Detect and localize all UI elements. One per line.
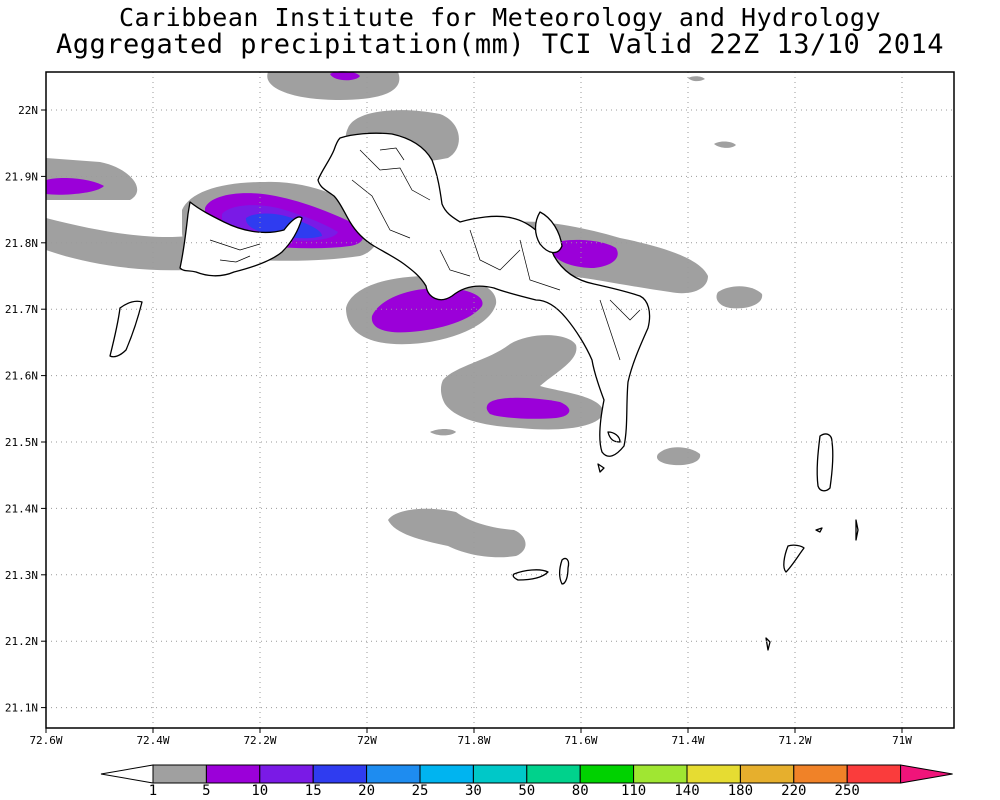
legend-swatch bbox=[366, 764, 421, 784]
lon-tick-label: 71.2W bbox=[778, 734, 811, 747]
lon-tick-label: 72.2W bbox=[243, 734, 276, 747]
title-block: Caribbean Institute for Meteorology and … bbox=[0, 4, 1000, 58]
color-legend: 1 5 10 15 20 25 30 50 80 110 140 180 220 250 bbox=[100, 764, 953, 799]
institute-title: Caribbean Institute for Meteorology and … bbox=[118, 3, 881, 32]
island-south-cay bbox=[512, 569, 549, 581]
legend-label: 10 bbox=[251, 783, 268, 799]
legend-swatch bbox=[793, 764, 848, 784]
legend-label: 1 bbox=[149, 783, 157, 799]
legend-under-arrow bbox=[100, 764, 154, 784]
legend-swatch bbox=[472, 764, 528, 784]
legend-label: 50 bbox=[518, 783, 535, 799]
lon-tick-label: 71.8W bbox=[457, 734, 490, 747]
lat-tick-label: 21.5N bbox=[5, 436, 38, 449]
legend-swatch bbox=[633, 764, 688, 784]
legend-swatch bbox=[419, 764, 474, 784]
map-frame bbox=[45, 71, 955, 729]
legend-label: 110 bbox=[621, 783, 646, 799]
legend-label: 250 bbox=[835, 783, 860, 799]
lat-tick-label: 21.9N bbox=[5, 170, 38, 183]
legend-swatch bbox=[846, 764, 902, 784]
legend-swatch bbox=[259, 764, 314, 784]
legend-label: 25 bbox=[412, 783, 429, 799]
map-title: Aggregated precipitation(mm) TCI Valid 2… bbox=[55, 29, 945, 60]
lon-tick-label: 72.4W bbox=[136, 734, 169, 747]
island-east-cay bbox=[816, 433, 834, 492]
legend-label: 20 bbox=[358, 783, 375, 799]
island-salt-cay-area bbox=[783, 544, 805, 573]
lon-tick-label: 72W bbox=[357, 734, 377, 747]
legend-label: 80 bbox=[572, 783, 589, 799]
legend-swatch bbox=[312, 764, 368, 784]
legend-label: 220 bbox=[781, 783, 806, 799]
lat-tick-label: 21.2N bbox=[5, 635, 38, 648]
legend-label: 180 bbox=[728, 783, 753, 799]
lon-tick-label: 71.6W bbox=[564, 734, 597, 747]
legend-label: 15 bbox=[305, 783, 322, 799]
island-north-caicos bbox=[317, 132, 651, 457]
legend-label: 140 bbox=[674, 783, 699, 799]
lat-tick-label: 21.8N bbox=[5, 237, 38, 250]
island-west-caicos bbox=[109, 300, 143, 358]
lat-tick-label: 22N bbox=[18, 104, 38, 117]
legend-over-arrow bbox=[900, 764, 953, 784]
lat-tick-label: 21.4N bbox=[5, 502, 38, 515]
legend-swatch bbox=[205, 764, 261, 784]
legend-swatch bbox=[739, 764, 795, 784]
lat-tick-label: 21.3N bbox=[5, 569, 38, 582]
lon-tick-label: 71.4W bbox=[671, 734, 704, 747]
interior-boundaries bbox=[209, 147, 641, 361]
lon-tick-label: 72.6W bbox=[29, 734, 62, 747]
map-axes: 72.6W 72.4W 72.2W 72W 71.8W 71.6W 71.4W 71.2W 71… bbox=[5, 104, 912, 747]
island-providenciales bbox=[179, 201, 303, 277]
legend-swatch bbox=[526, 764, 581, 784]
legend-swatch bbox=[686, 764, 741, 784]
legend-swatch bbox=[152, 764, 207, 784]
lat-tick-label: 21.1N bbox=[5, 702, 38, 715]
lat-tick-label: 21.6N bbox=[5, 370, 38, 383]
coastlines bbox=[109, 132, 859, 651]
lon-tick-label: 71W bbox=[892, 734, 912, 747]
lat-tick-label: 21.7N bbox=[5, 303, 38, 316]
island-mid-caicos-east bbox=[534, 211, 563, 254]
legend-label: 30 bbox=[465, 783, 482, 799]
legend-label: 5 bbox=[202, 783, 210, 799]
legend-swatch bbox=[579, 764, 635, 784]
